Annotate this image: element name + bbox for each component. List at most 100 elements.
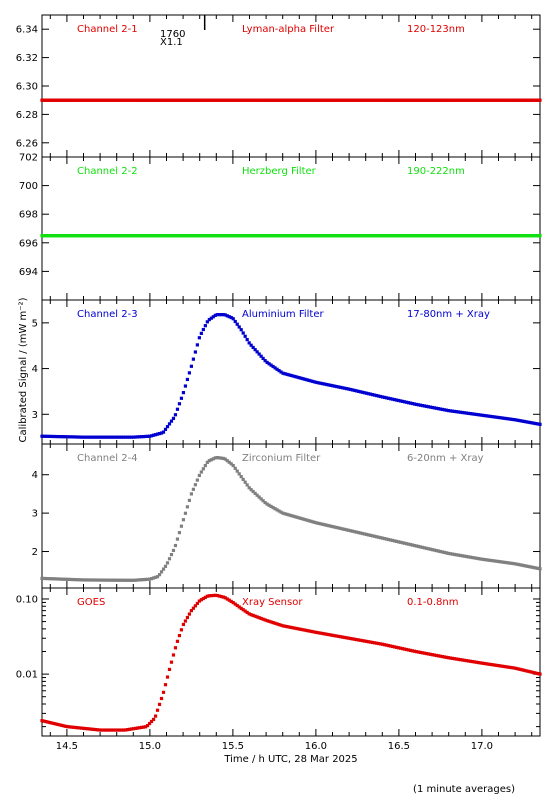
- data-point: [251, 613, 255, 618]
- data-point: [462, 554, 466, 558]
- data-point: [496, 663, 500, 668]
- data-point: [528, 670, 532, 674]
- data-point: [82, 726, 86, 730]
- data-point: [138, 578, 142, 582]
- data-point: [56, 722, 60, 727]
- data-point: [189, 492, 193, 496]
- data-point: [48, 434, 52, 439]
- data-point: [199, 331, 203, 335]
- data-point: [82, 578, 86, 582]
- data-point: [444, 408, 448, 412]
- x-axis-label: Time / h UTC, 28 Mar 2025: [223, 754, 357, 765]
- data-point: [141, 434, 146, 439]
- data-point: [86, 578, 90, 582]
- data-point: [130, 578, 134, 582]
- data-point: [100, 435, 104, 439]
- data-point: [213, 313, 217, 317]
- data-point: [293, 626, 297, 630]
- data-point: [44, 434, 48, 438]
- data-point: [482, 557, 486, 562]
- data-point: [476, 556, 480, 561]
- panel-3: 3 4 5 Channel 2-3 Aluminium Filter 17-80nm + …: [32, 299, 542, 445]
- data-point: [538, 234, 542, 238]
- data-point: [255, 493, 259, 497]
- data-point: [189, 364, 193, 368]
- data-point: [239, 475, 243, 479]
- data-point: [319, 631, 323, 635]
- x-tick-label: 16.0: [305, 741, 327, 752]
- data-point: [259, 354, 263, 358]
- data-point: [287, 625, 291, 629]
- data-point: [243, 334, 247, 338]
- data-point: [100, 578, 104, 582]
- data-point: [54, 577, 58, 581]
- data-point: [46, 720, 50, 724]
- data-point: [191, 606, 195, 610]
- data-point: [383, 537, 387, 541]
- data-point: [432, 653, 437, 657]
- data-point: [203, 324, 207, 328]
- data-point: [287, 373, 291, 377]
- data-point: [149, 577, 154, 581]
- data-point: [462, 411, 466, 415]
- data-point: [215, 313, 219, 317]
- y-tick-label: 6.26: [16, 138, 38, 149]
- panel-frame: [41, 587, 541, 737]
- data-point: [369, 392, 373, 396]
- data-point: [68, 725, 72, 729]
- series-points: [40, 455, 542, 582]
- data-point: [94, 728, 98, 732]
- data-point: [163, 427, 168, 431]
- data-point: [396, 398, 401, 403]
- data-point: [317, 381, 321, 385]
- data-point: [440, 654, 444, 659]
- data-point: [530, 421, 534, 425]
- data-point: [251, 489, 255, 494]
- data-point: [269, 363, 273, 367]
- data-point: [181, 518, 186, 522]
- data-point: [153, 714, 158, 718]
- data-point: [528, 420, 532, 425]
- data-point: [86, 727, 90, 731]
- data-point: [112, 435, 116, 439]
- data-point: [122, 578, 126, 582]
- data-point: [80, 578, 84, 582]
- data-point: [173, 543, 178, 548]
- data-point: [96, 435, 100, 439]
- data-point: [448, 552, 452, 556]
- channel-label: Channel 2-2: [77, 166, 138, 177]
- data-point: [351, 529, 355, 533]
- data-point: [289, 373, 293, 378]
- data-point: [145, 434, 150, 438]
- y-tick-label: 6.28: [16, 110, 38, 121]
- data-point: [506, 417, 510, 421]
- data-point: [235, 322, 239, 326]
- data-point: [94, 435, 98, 439]
- data-point: [480, 661, 484, 665]
- series-points: [40, 98, 542, 102]
- panel-frame: [41, 156, 541, 301]
- data-point: [257, 495, 261, 499]
- data-point: [98, 435, 102, 439]
- data-point: [229, 315, 233, 320]
- data-point: [444, 551, 448, 555]
- data-point: [359, 531, 363, 535]
- data-point: [128, 435, 132, 439]
- data-point: [349, 636, 353, 641]
- data-point: [389, 538, 393, 542]
- data-point: [50, 577, 54, 581]
- data-point: [44, 576, 48, 581]
- data-point: [313, 380, 317, 384]
- data-point: [404, 647, 409, 652]
- data-point: [438, 549, 442, 554]
- data-point: [253, 491, 257, 495]
- data-point: [275, 367, 279, 371]
- data-point: [365, 639, 369, 644]
- data-point: [472, 412, 476, 416]
- data-point: [333, 525, 337, 529]
- data-point: [151, 433, 156, 437]
- data-point: [209, 316, 213, 320]
- data-point: [424, 546, 429, 550]
- data-point: [227, 315, 231, 319]
- data-point: [424, 651, 429, 656]
